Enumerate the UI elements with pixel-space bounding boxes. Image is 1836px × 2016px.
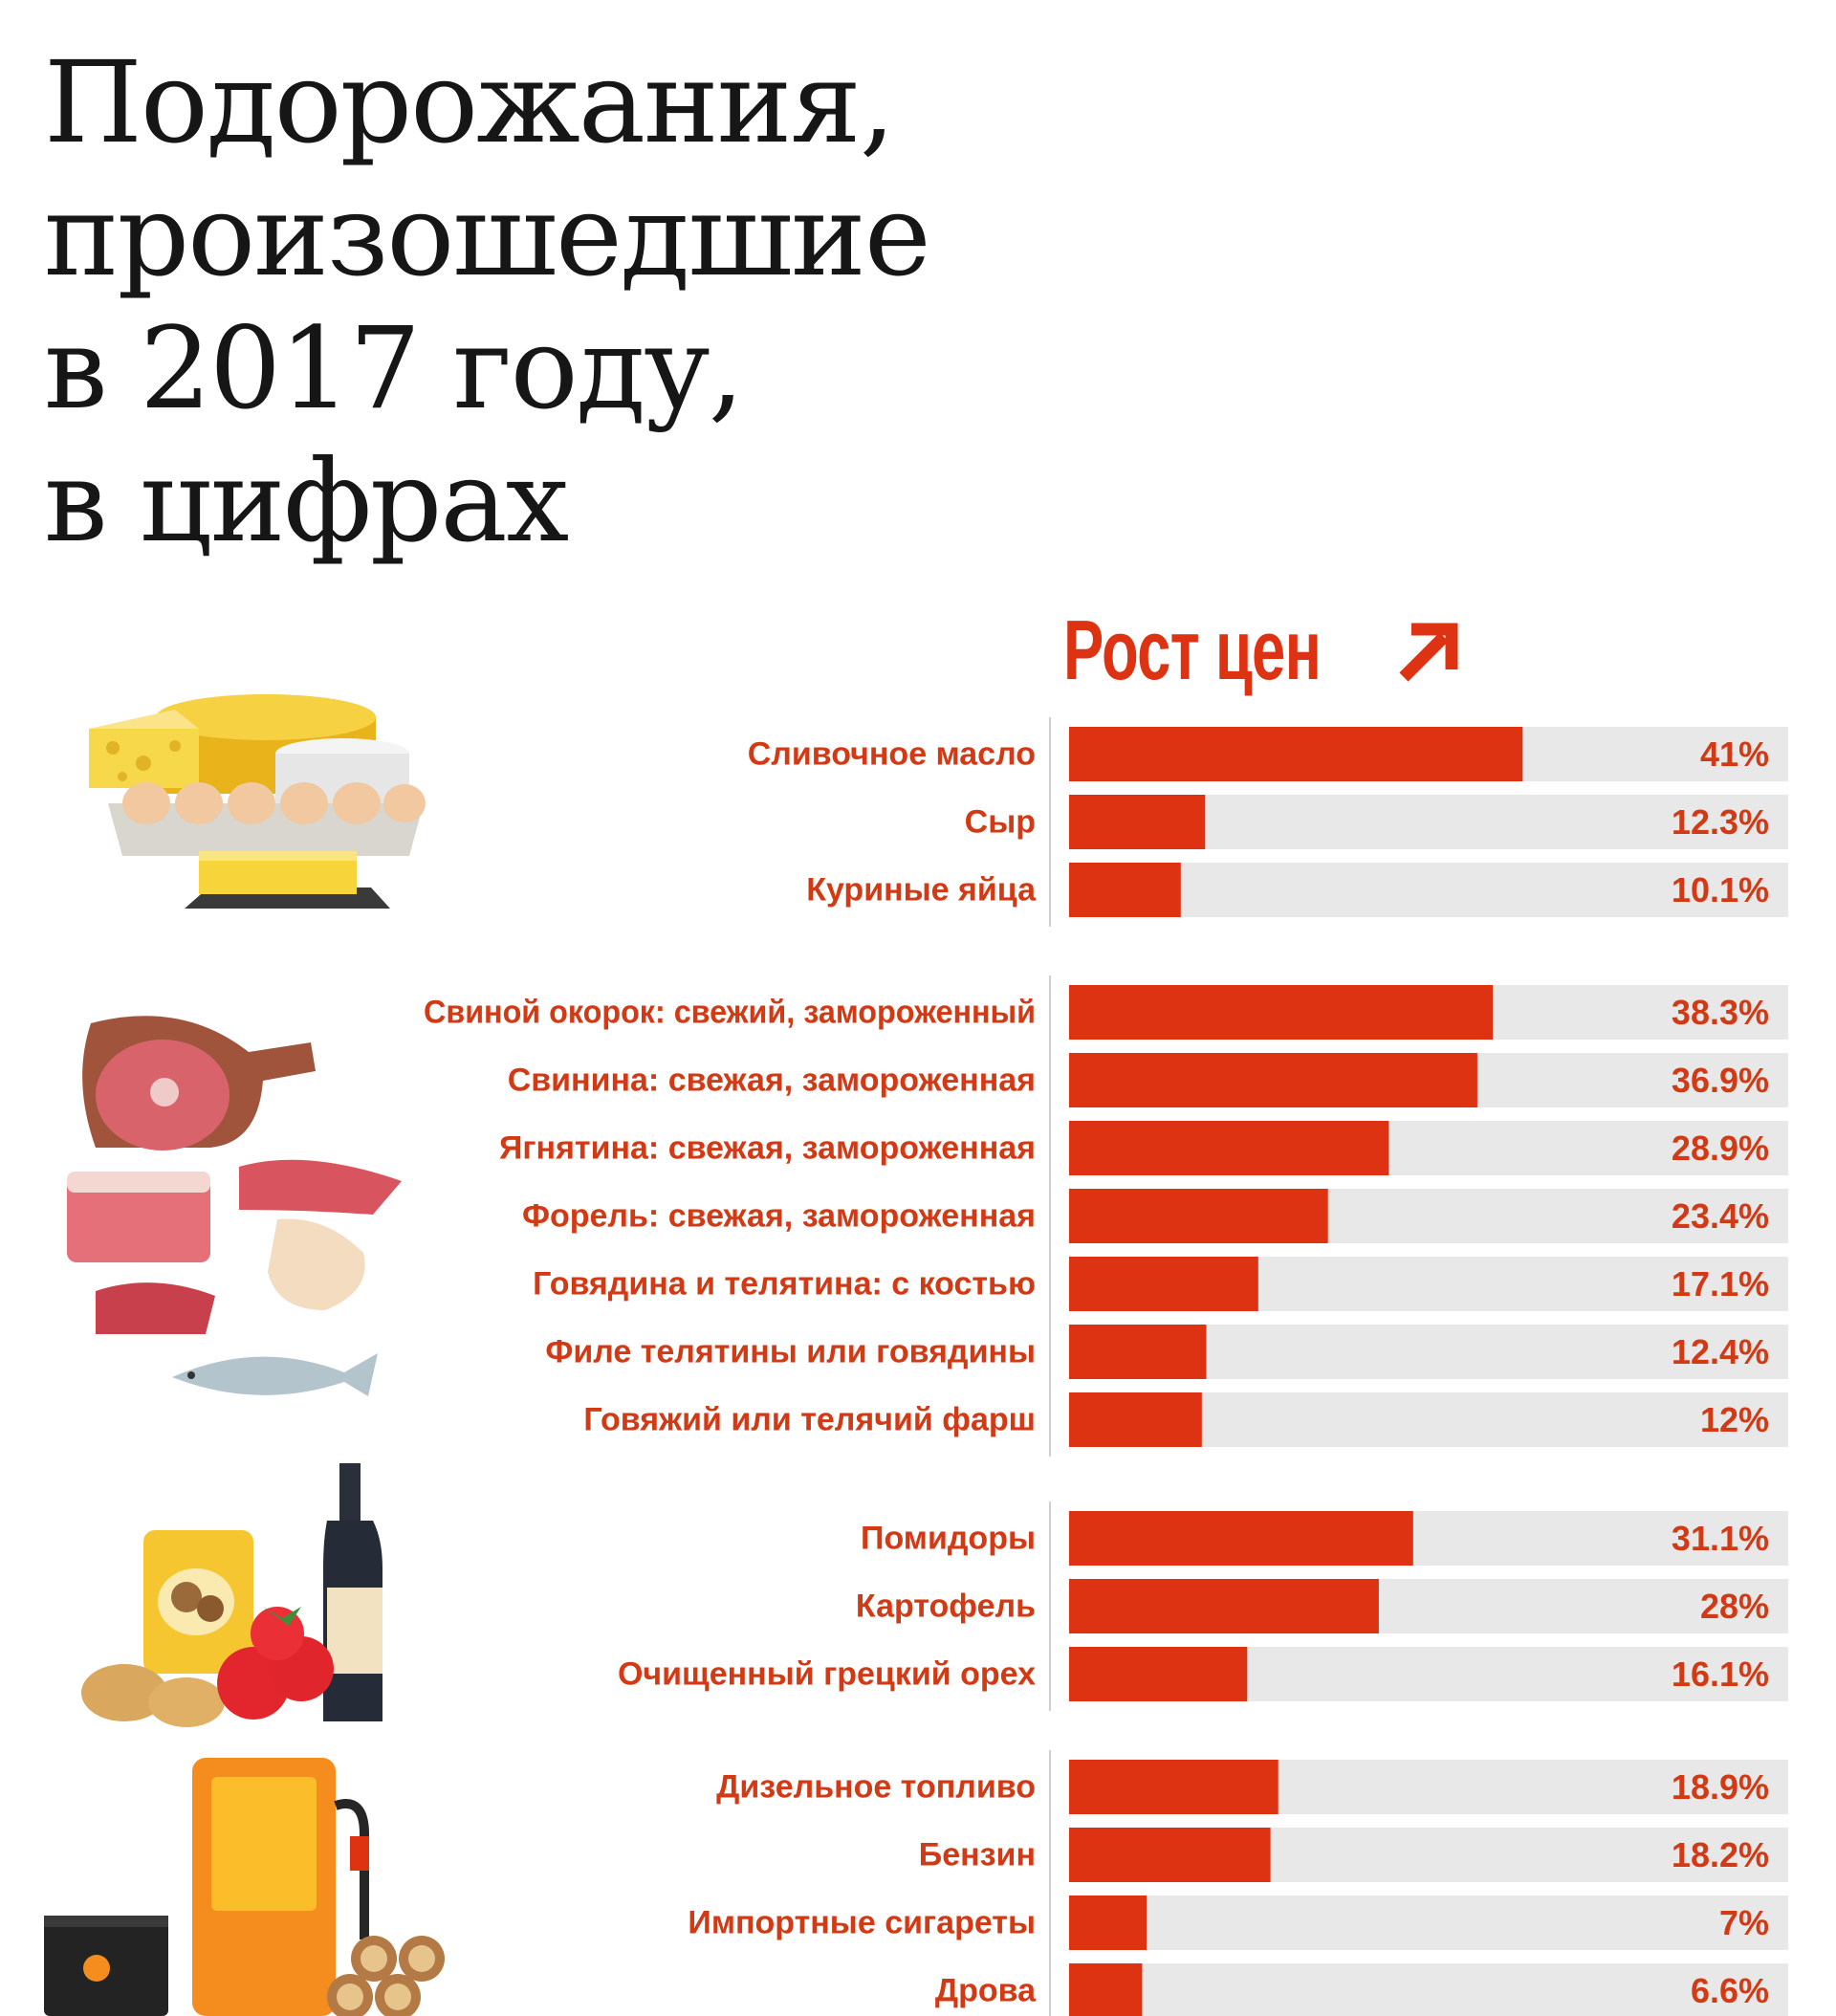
value-label: 18.9% (1672, 1767, 1769, 1807)
value-label: 12.3% (1672, 802, 1769, 842)
title-line: в цифрах (44, 435, 569, 567)
value-label: 12.4% (1672, 1332, 1769, 1371)
value-label: 12% (1700, 1400, 1769, 1439)
bar (1069, 795, 1206, 849)
bar-track (1069, 1895, 1788, 1950)
value-label: 28% (1700, 1587, 1769, 1626)
category-label: Помидоры (861, 1521, 1036, 1557)
category-label: Очищенный грецкий орех (618, 1656, 1036, 1693)
value-label: 28.9% (1672, 1129, 1769, 1168)
bar (1069, 1053, 1477, 1107)
bar (1069, 1895, 1147, 1950)
bar (1069, 1392, 1202, 1447)
category-label: Импортные сигареты (688, 1905, 1036, 1941)
category-label: Куриные яйца (806, 872, 1037, 909)
bar-track (1069, 863, 1788, 917)
bar (1069, 1963, 1143, 2016)
value-label: 23.4% (1672, 1196, 1769, 1236)
category-label: Говяжий или телячий фарш (583, 1402, 1036, 1438)
title-line: произошедшие (44, 169, 931, 301)
chart-subtitle: Рост цен (1063, 603, 1322, 697)
fuel-firewood-icon (44, 1758, 445, 2016)
bar (1069, 1579, 1379, 1633)
value-label: 36.9% (1672, 1061, 1769, 1100)
meat-fish-icon (67, 1016, 402, 1396)
value-label: 17.1% (1672, 1264, 1769, 1304)
value-label: 16.1% (1672, 1654, 1769, 1694)
category-label: Филе телятины или говядины (545, 1334, 1036, 1370)
bar (1069, 863, 1181, 917)
dairy-eggs-icon (89, 694, 426, 909)
arrow-up-right-icon (1399, 623, 1458, 682)
value-label: 31.1% (1672, 1519, 1769, 1558)
bar (1069, 1257, 1258, 1311)
category-label: Картофель (856, 1589, 1036, 1625)
vegetables-wine-icon (81, 1463, 382, 1727)
bar (1069, 985, 1494, 1040)
title-line: Подорожания, (44, 36, 895, 168)
value-label: 18.2% (1672, 1835, 1769, 1874)
bar (1069, 1647, 1248, 1701)
title-line: в 2017 году, (44, 302, 744, 434)
bar (1069, 1121, 1389, 1175)
category-label: Дизельное топливо (716, 1769, 1036, 1806)
category-label: Сливочное масло (748, 736, 1036, 773)
chart-title: Подорожания, произошедшие в 2017 году, в… (44, 36, 931, 568)
value-label: 6.6% (1691, 1971, 1769, 2010)
value-label: 38.3% (1672, 993, 1769, 1032)
bar (1069, 1511, 1413, 1566)
bar (1069, 727, 1523, 781)
value-label: 41% (1700, 734, 1769, 774)
bar (1069, 1828, 1271, 1882)
value-label: 7% (1719, 1903, 1769, 1942)
category-label: Дрова (935, 1973, 1037, 2009)
bar-track (1069, 1963, 1788, 2016)
category-label: Свиной окорок: свежий, замороженный (424, 995, 1036, 1031)
category-label: Говядина и телятина: с костью (533, 1266, 1036, 1303)
bar (1069, 1325, 1207, 1379)
category-label: Форель: свежая, замороженная (522, 1198, 1036, 1235)
bar (1069, 1760, 1279, 1814)
category-label: Бензин (919, 1837, 1036, 1874)
value-label: 10.1% (1672, 870, 1769, 909)
category-label: Сыр (965, 804, 1036, 841)
category-label: Ягнятина: свежая, замороженная (499, 1130, 1036, 1167)
category-label: Свинина: свежая, замороженная (508, 1063, 1036, 1099)
bar (1069, 1189, 1328, 1243)
